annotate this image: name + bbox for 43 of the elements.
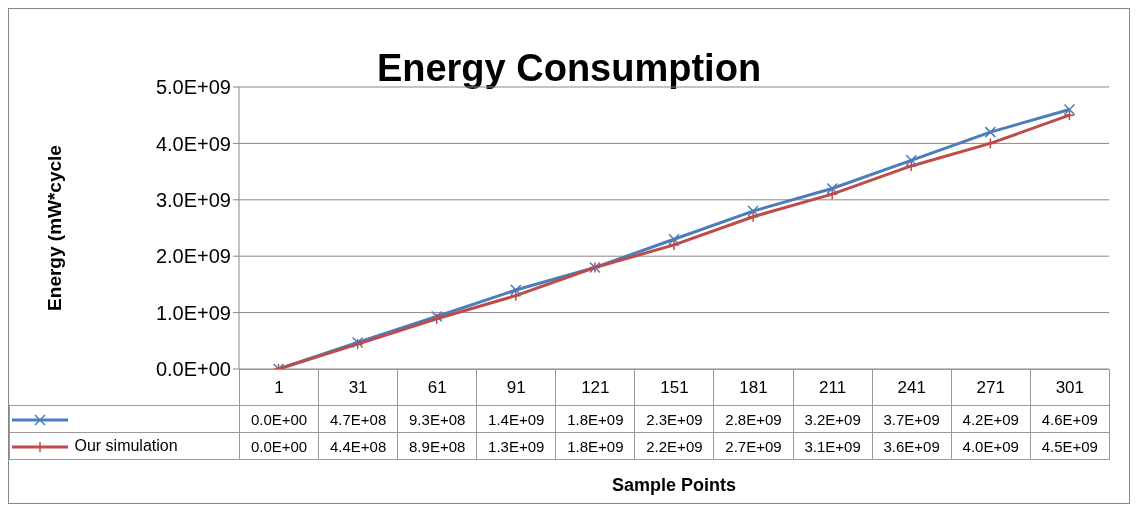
y-axis-title: Energy (mW*cycle xyxy=(43,145,65,311)
data-label: 8.9E+08 xyxy=(397,432,477,460)
data-label: 2.7E+09 xyxy=(713,432,794,460)
data-label: 3.6E+09 xyxy=(872,432,952,460)
data-label: 3.1E+09 xyxy=(793,432,873,460)
x-tick-label: 241 xyxy=(872,369,952,406)
data-label: 3.7E+09 xyxy=(872,405,952,433)
data-label: 2.3E+09 xyxy=(634,405,714,433)
chart-title: Energy Consumption xyxy=(376,47,762,89)
y-tick-label: 0.0E+00 xyxy=(155,358,231,381)
data-label: 4.0E+09 xyxy=(951,432,1031,460)
y-tick-label: 3.0E+09 xyxy=(155,188,231,211)
y-tick-label: 1.0E+09 xyxy=(155,301,231,324)
x-tick-label: 91 xyxy=(476,369,556,406)
data-label: 4.2E+09 xyxy=(951,405,1031,433)
data-label: 1.8E+09 xyxy=(555,405,635,433)
x-tick-label: 1 xyxy=(239,369,319,406)
y-tick-label: 5.0E+09 xyxy=(155,76,231,99)
data-label: 1.8E+09 xyxy=(555,432,635,460)
data-label: 0.0E+00 xyxy=(239,432,319,460)
x-tick-label: 151 xyxy=(634,369,714,406)
x-axis-title: Sample Points xyxy=(611,475,737,496)
x-tick-label: 61 xyxy=(397,369,477,406)
data-label: 4.5E+09 xyxy=(1030,432,1110,460)
x-tick-label: 181 xyxy=(713,369,794,406)
data-label: 4.6E+09 xyxy=(1030,405,1110,433)
data-label: 1.3E+09 xyxy=(476,432,556,460)
data-label: 1.4E+09 xyxy=(476,405,556,433)
x-tick-label: 211 xyxy=(793,369,873,406)
legend-label: Our simulation xyxy=(9,432,240,460)
data-label: 9.3E+08 xyxy=(397,405,477,433)
data-label: 3.2E+09 xyxy=(793,405,873,433)
x-tick-label: 31 xyxy=(318,369,398,406)
data-label: 0.0E+00 xyxy=(239,405,319,433)
x-tick-label: 121 xyxy=(555,369,635,406)
x-tick-label: 271 xyxy=(951,369,1031,406)
y-tick-label: 2.0E+09 xyxy=(155,245,231,268)
y-tick-label: 4.0E+09 xyxy=(155,132,231,155)
data-label: 4.7E+08 xyxy=(318,405,398,433)
data-label: 4.4E+08 xyxy=(318,432,398,460)
data-label: 2.2E+09 xyxy=(634,432,714,460)
x-tick-label: 301 xyxy=(1030,369,1110,406)
data-label: 2.8E+09 xyxy=(713,405,794,433)
